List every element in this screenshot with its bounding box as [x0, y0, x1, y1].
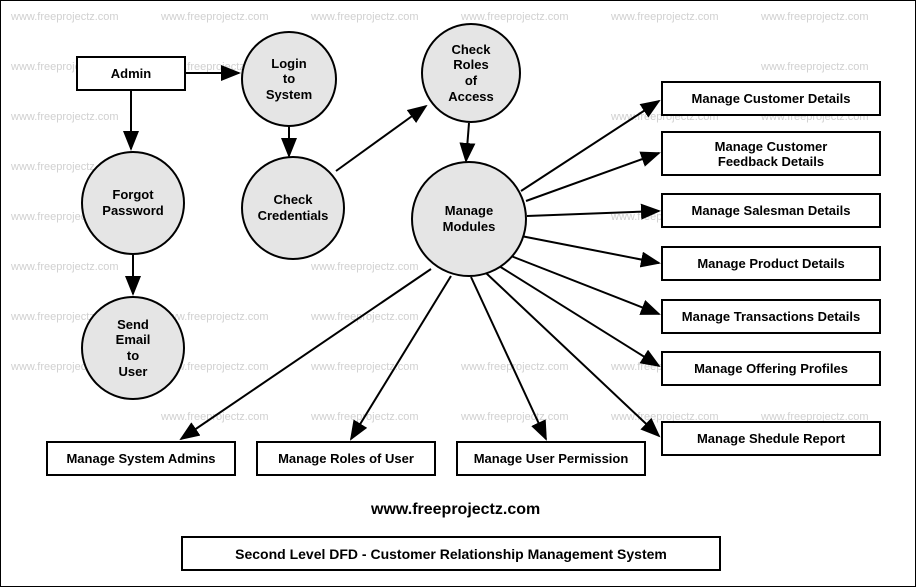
- edge-manage_modules-m_roles: [351, 276, 451, 439]
- node-admin: Admin: [76, 56, 186, 91]
- edge-manage_modules-m_trans: [511, 256, 659, 314]
- edge-manage_modules-m_perm: [471, 277, 546, 439]
- edge-check_cred-check_roles: [336, 106, 426, 171]
- edge-manage_modules-m_feedback: [526, 153, 659, 201]
- edge-manage_modules-m_admins: [181, 269, 431, 439]
- footer-url: www.freeprojectz.com: [371, 501, 540, 519]
- node-m_feedback: Manage CustomerFeedback Details: [661, 131, 881, 176]
- watermark-text: www.freeprojectz.com: [11, 11, 119, 23]
- watermark-text: www.freeprojectz.com: [11, 111, 119, 123]
- watermark-text: www.freeprojectz.com: [611, 11, 719, 23]
- node-forgot: ForgotPassword: [81, 151, 185, 255]
- diagram-title: Second Level DFD - Customer Relationship…: [181, 536, 721, 571]
- watermark-text: www.freeprojectz.com: [761, 61, 869, 73]
- edge-manage_modules-m_schedule: [486, 273, 659, 436]
- edge-manage_modules-m_offering: [499, 266, 659, 366]
- watermark-text: www.freeprojectz.com: [161, 11, 269, 23]
- node-send_email: SendEmailtoUser: [81, 296, 185, 400]
- watermark-text: www.freeprojectz.com: [461, 361, 569, 373]
- node-m_perm: Manage User Permission: [456, 441, 646, 476]
- watermark-text: www.freeprojectz.com: [461, 411, 569, 423]
- node-m_customer: Manage Customer Details: [661, 81, 881, 116]
- node-m_schedule: Manage Shedule Report: [661, 421, 881, 456]
- watermark-text: www.freeprojectz.com: [761, 11, 869, 23]
- edge-manage_modules-m_customer: [521, 101, 659, 191]
- node-m_trans: Manage Transactions Details: [661, 299, 881, 334]
- node-m_offering: Manage Offering Profiles: [661, 351, 881, 386]
- node-m_admins: Manage System Admins: [46, 441, 236, 476]
- node-m_product: Manage Product Details: [661, 246, 881, 281]
- edge-manage_modules-m_salesman: [527, 211, 659, 216]
- watermark-text: www.freeprojectz.com: [311, 311, 419, 323]
- node-login: LogintoSystem: [241, 31, 337, 127]
- watermark-text: www.freeprojectz.com: [311, 11, 419, 23]
- node-m_roles: Manage Roles of User: [256, 441, 436, 476]
- watermark-text: www.freeprojectz.com: [311, 411, 419, 423]
- edge-check_roles-manage_modules: [466, 123, 469, 161]
- watermark-text: www.freeprojectz.com: [311, 361, 419, 373]
- node-check_cred: CheckCredentials: [241, 156, 345, 260]
- node-m_salesman: Manage Salesman Details: [661, 193, 881, 228]
- edge-manage_modules-m_product: [521, 236, 659, 263]
- watermark-text: www.freeprojectz.com: [11, 261, 119, 273]
- node-check_roles: CheckRolesofAccess: [421, 23, 521, 123]
- node-manage_modules: ManageModules: [411, 161, 527, 277]
- watermark-text: www.freeprojectz.com: [161, 411, 269, 423]
- watermark-text: www.freeprojectz.com: [311, 261, 419, 273]
- watermark-text: www.freeprojectz.com: [461, 11, 569, 23]
